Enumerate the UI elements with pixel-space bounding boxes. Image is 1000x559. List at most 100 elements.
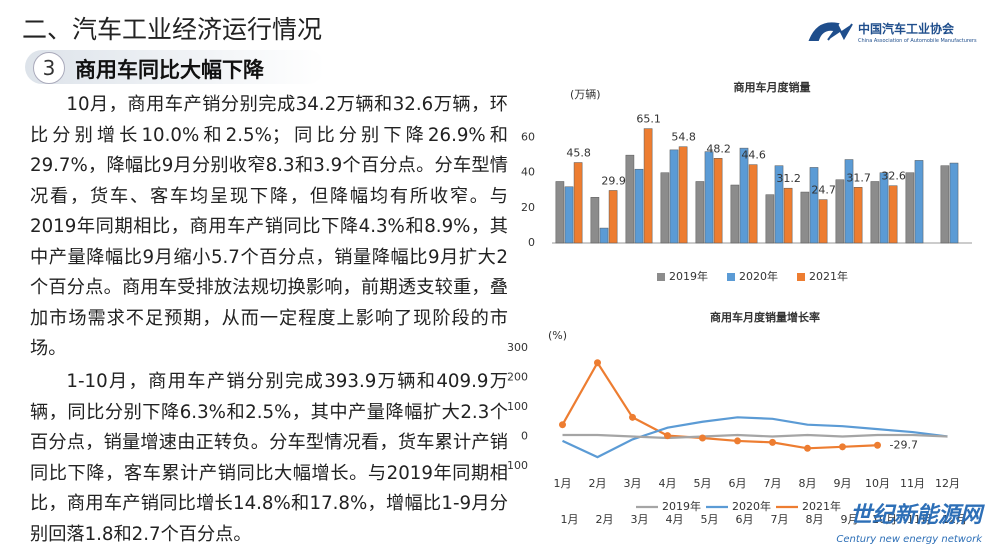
section-title: 商用车同比大幅下降 (75, 58, 264, 82)
legend-label: 2021年 (802, 499, 841, 513)
bar (879, 172, 889, 244)
bar (844, 159, 854, 244)
line-marker (594, 359, 601, 367)
x-tick-label: 3月 (631, 513, 649, 526)
y-tick-label: 40 (521, 166, 535, 179)
line-marker (804, 444, 811, 452)
bar (905, 172, 915, 244)
legend-label: 2019年 (669, 269, 708, 283)
x-tick-label: 6月 (736, 513, 754, 526)
legend-swatch (797, 273, 805, 281)
x-tick-label: 7月 (764, 477, 782, 490)
line-marker (629, 413, 636, 421)
y-tick-label: 60 (521, 131, 535, 144)
bar (765, 194, 775, 244)
data-label: 48.2 (706, 142, 731, 155)
bar (643, 128, 653, 244)
line-marker (874, 441, 881, 449)
x-tick-label: 12月 (935, 477, 960, 490)
y-tick-label: 300 (507, 341, 528, 354)
x-tick-label: 12月 (942, 513, 967, 526)
watermark-sub: Century new energy network (836, 534, 982, 545)
x-tick-label: 10月 (872, 513, 897, 526)
data-label: 32.6 (881, 170, 906, 183)
x-tick-label: 9月 (834, 477, 852, 490)
bar (914, 160, 924, 244)
line-marker (699, 434, 706, 442)
x-tick-label: 10月 (865, 477, 890, 490)
chart-title: 商用车月度销量增长率 (710, 310, 820, 324)
x-tick-label: 6月 (729, 477, 747, 490)
bar (573, 162, 583, 244)
y-tick-label: 100 (507, 400, 528, 413)
x-tick-label: 2月 (589, 477, 607, 490)
x-tick-label: 2月 (596, 513, 614, 526)
data-label: 44.6 (741, 149, 766, 162)
line-marker (559, 421, 566, 429)
bar (704, 151, 714, 244)
section-band (25, 50, 325, 84)
x-tick-label: 11月 (907, 513, 932, 526)
bar (625, 154, 635, 244)
data-label: 45.8 (566, 147, 591, 160)
bar (695, 181, 705, 244)
bar (730, 184, 740, 244)
bar (564, 186, 574, 244)
x-tick-label: 7月 (771, 513, 789, 526)
bar (783, 187, 793, 244)
logo-text: 中国汽车工业协会 (858, 22, 955, 36)
bar (870, 181, 880, 244)
bar (608, 190, 618, 244)
bar (713, 158, 723, 244)
bar (774, 165, 784, 244)
y-tick-label: 0 (528, 236, 535, 249)
line (562, 433, 948, 440)
x-tick-label: 1月 (554, 477, 572, 490)
legend-swatch (727, 273, 735, 281)
bar (678, 146, 688, 244)
bar (818, 199, 828, 244)
logo-icon (808, 22, 853, 41)
x-tick-label: 3月 (624, 477, 642, 490)
bar (590, 197, 600, 244)
y-unit: (%) (548, 329, 567, 342)
legend-label: 2020年 (739, 269, 778, 283)
line (562, 416, 948, 459)
data-label: 31.2 (776, 172, 801, 185)
x-tick-label: 4月 (666, 513, 684, 526)
bar (940, 165, 950, 244)
y-tick-label: 0 (521, 430, 528, 443)
paragraph: 10月，商用车产销分别完成34.2万辆和32.6万辆，环比分别增长10.0%和2… (30, 94, 508, 359)
legend-label: 2019年 (662, 499, 701, 513)
paragraph: 1-10月，商用车产销分别完成393.9万辆和409.9万辆，同比分别下降6.3… (30, 371, 508, 545)
bar (599, 227, 609, 244)
x-tick-label: 8月 (799, 477, 817, 490)
bar (888, 185, 898, 244)
x-tick-label: 5月 (701, 513, 719, 526)
bar (660, 172, 670, 244)
bar (800, 191, 810, 244)
watermark: 世纪新能源网 (849, 503, 982, 528)
section-number: 3 (33, 52, 65, 84)
y-unit: (万辆) (570, 87, 601, 101)
y-tick-label: 20 (521, 201, 535, 214)
chart-title: 商用车月度销量 (734, 80, 811, 94)
x-tick-label: 4月 (659, 477, 677, 490)
bar (809, 167, 819, 244)
slide-title: 二、汽车工业经济运行情况 (22, 15, 323, 44)
line (561, 360, 878, 450)
data-label: 24.7 (811, 184, 836, 197)
y-tick-label: 200 (507, 371, 528, 384)
data-label: 54.8 (671, 131, 696, 144)
y-tick-label: -100 (503, 459, 528, 472)
bar (669, 149, 679, 244)
data-label: -29.7 (890, 438, 918, 451)
bar (949, 162, 959, 244)
legend-label: 2021年 (809, 269, 848, 283)
data-label: 31.7 (846, 171, 871, 184)
bar (555, 181, 565, 244)
bar (634, 168, 644, 244)
line-marker (769, 438, 776, 446)
